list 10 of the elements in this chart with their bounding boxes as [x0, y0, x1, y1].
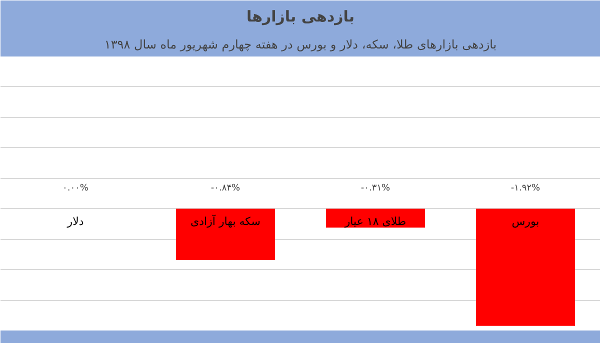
data-label: -۱.۹۲% [510, 184, 541, 194]
x-tick-label: طلای ۱۸ عیار [344, 215, 406, 228]
chart-subtitle: بازدهی بازارهای طلا، سکه، دلار و بورس در هفته چهارم شهریور ماه سال ۱۳۹۸ [104, 38, 497, 52]
chart-title: بازدهی بازارها [246, 8, 355, 26]
x-tick-label: دلار [66, 215, 84, 228]
x-tick-label: بورس [512, 215, 540, 228]
data-label: ۰.۰۰% [62, 184, 89, 194]
data-label: -۰.۸۴% [210, 184, 241, 194]
x-tick-label: سکه بهار آزادی [190, 214, 260, 228]
data-label: -۰.۳۱% [360, 184, 391, 194]
